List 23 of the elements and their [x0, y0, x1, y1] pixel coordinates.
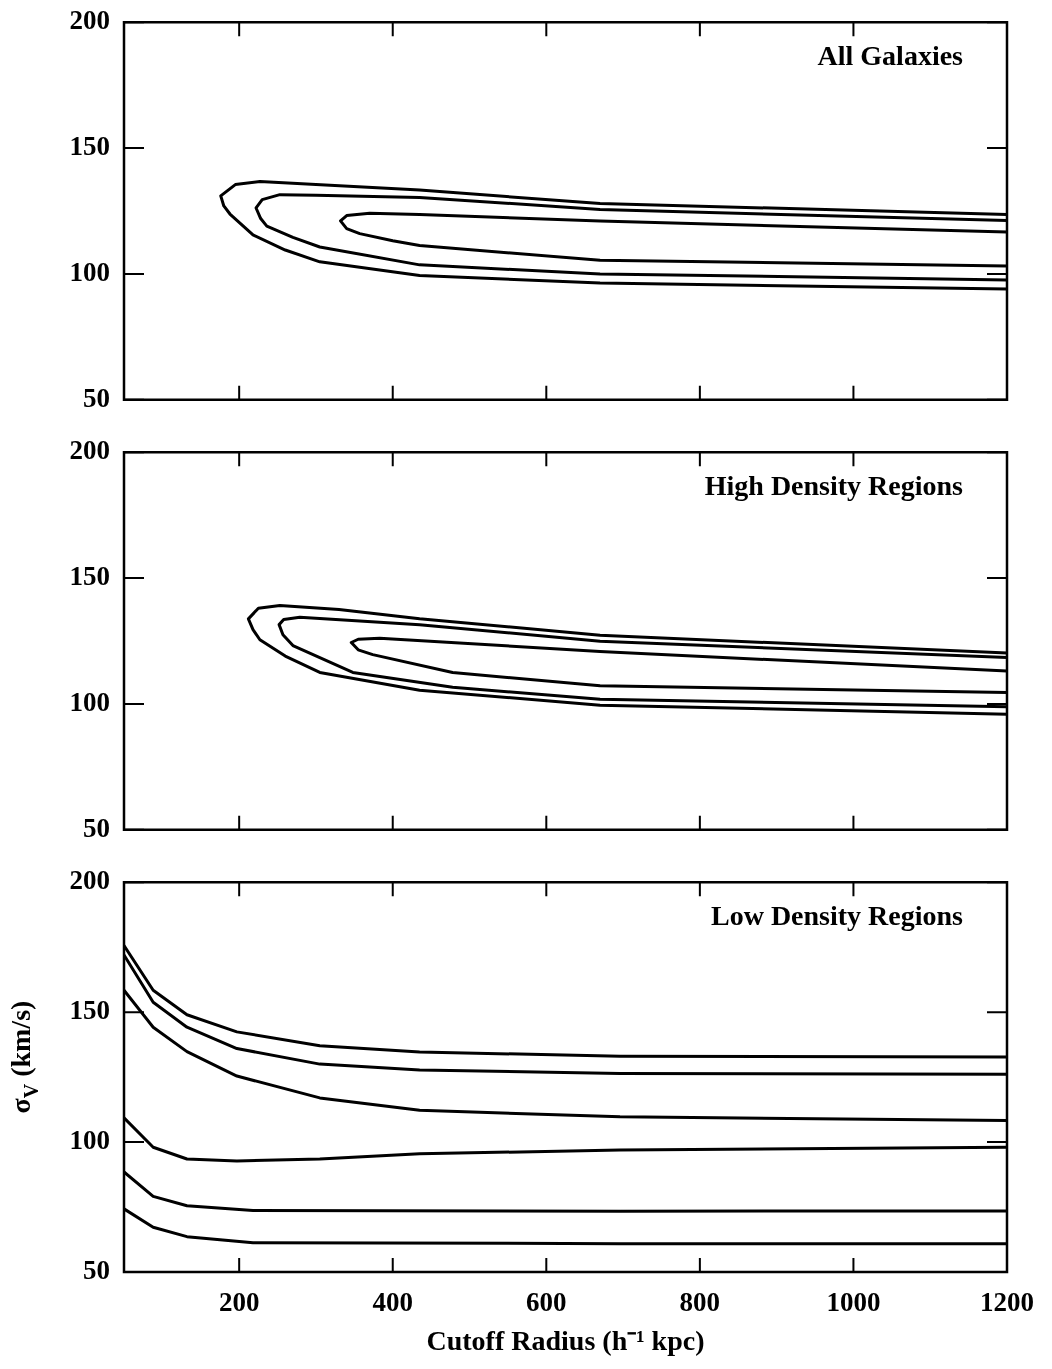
y-axis-title: σV (km/s) [5, 1000, 43, 1114]
y-tick-label: 200 [69, 5, 110, 36]
x-tick-label: 1200 [980, 1287, 1034, 1318]
x-tick-label: 400 [372, 1287, 413, 1318]
x-tick-label: 1000 [826, 1287, 881, 1318]
text: Low Density Regions [710, 900, 964, 932]
y-tick-label: 50 [83, 382, 110, 413]
y-tick-label: 50 [83, 1254, 110, 1285]
y-tick-label: 100 [69, 686, 110, 717]
y-tick-label: 200 [69, 865, 110, 896]
y-tick-label: 200 [69, 435, 110, 466]
text: High Density Regions [704, 470, 964, 502]
y-tick-label: 150 [69, 131, 110, 162]
y-tick-label: 100 [69, 256, 110, 287]
y-tick-label: 50 [83, 812, 110, 843]
y-tick-label: 150 [69, 995, 110, 1026]
y-tick-label: 100 [69, 1125, 110, 1156]
x-tick-label: 200 [218, 1287, 260, 1318]
x-tick-label: 800 [679, 1287, 721, 1318]
x-tick-label: 600 [526, 1287, 567, 1318]
y-tick-label: 150 [69, 561, 110, 592]
text: All Galaxies [817, 40, 964, 72]
x-axis-title: Cutoff Radius (h⁻¹ kpc) [426, 1325, 705, 1356]
